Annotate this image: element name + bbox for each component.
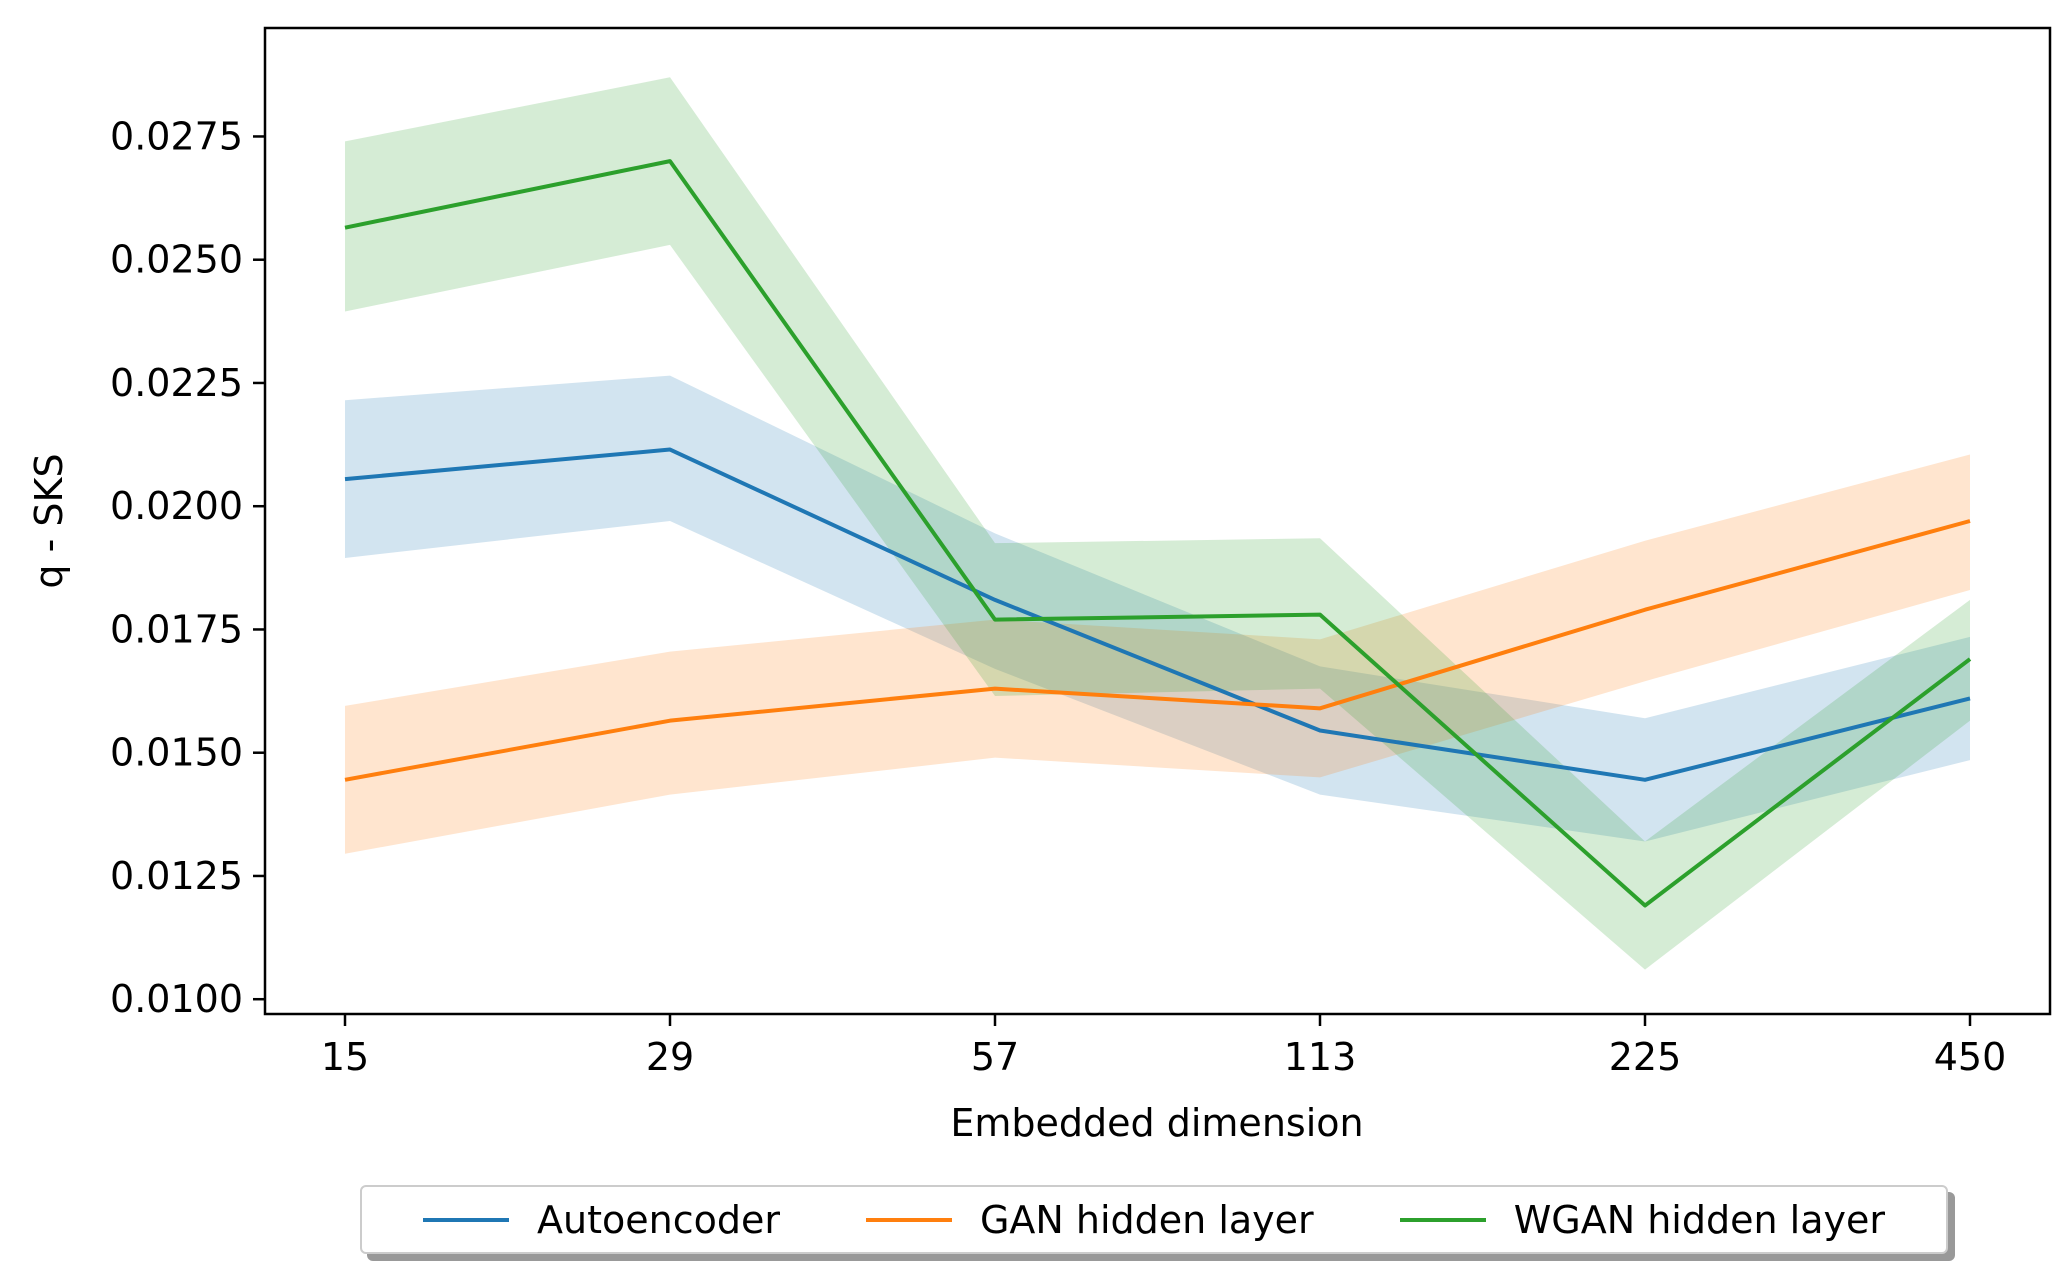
y-tick-label: 0.0200 — [110, 484, 243, 528]
legend-label-gan: GAN hidden layer — [979, 1197, 1314, 1242]
plot-area-frame — [263, 26, 2052, 1016]
legend-item-wgan: WGAN hidden layer — [1399, 1197, 1885, 1242]
x-tick-label: 450 — [1934, 1035, 2007, 1079]
line-autoencoder — [344, 447, 1971, 782]
legend-swatch-gan — [865, 1217, 952, 1222]
y-axis-label: q - SKS — [27, 453, 71, 588]
band-autoencoder — [345, 375, 1970, 842]
y-tick-label: 0.0175 — [110, 607, 243, 651]
x-tick-label: 57 — [971, 1035, 1019, 1079]
legend: Autoencoder GAN hidden layer WGAN hidden… — [360, 1185, 1948, 1254]
x-axis-label: Embedded dimension — [950, 1101, 1363, 1145]
band-gan-hidden-layer — [345, 454, 1970, 854]
legend-swatch-wgan — [1399, 1217, 1486, 1222]
legend-swatch-autoencoder — [423, 1217, 509, 1222]
legend-item-gan: GAN hidden layer — [865, 1197, 1314, 1242]
legend-label-autoencoder: Autoencoder — [537, 1197, 780, 1242]
x-tick-label: 225 — [1609, 1035, 1682, 1079]
y-tick-label: 0.0275 — [110, 114, 243, 158]
line-wgan-hidden-layer — [344, 159, 1972, 908]
legend-label-wgan: WGAN hidden layer — [1513, 1197, 1885, 1242]
x-tick-label: 29 — [646, 1035, 694, 1079]
y-tick-label: 0.0100 — [110, 977, 243, 1021]
x-tick-label: 15 — [321, 1035, 369, 1079]
y-tick-label: 0.0125 — [110, 854, 243, 898]
y-tick-label: 0.0150 — [110, 731, 243, 775]
series-lines — [344, 159, 1972, 908]
axis-ticks: 15 29 57 113 225 450 0.0100 0.0125 0.0150 0.0175 0… — [110, 114, 2006, 1079]
legend-item-autoencoder: Autoencoder — [423, 1198, 780, 1242]
x-tick-label: 113 — [1284, 1035, 1357, 1079]
confidence-bands — [345, 77, 1970, 970]
y-tick-label: 0.0250 — [110, 238, 243, 282]
band-wgan-hidden-layer — [345, 77, 1970, 970]
line-gan-hidden-layer — [344, 519, 1971, 782]
y-tick-label: 0.0225 — [110, 361, 243, 405]
